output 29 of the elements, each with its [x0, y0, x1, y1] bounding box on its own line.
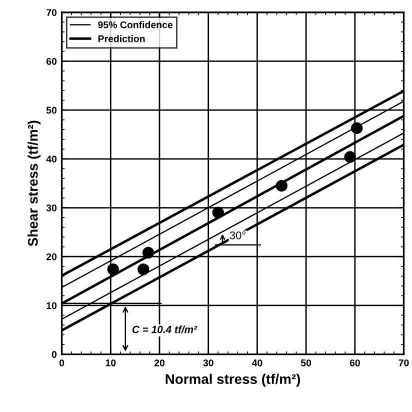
- annotation: 30°: [230, 231, 246, 240]
- x-tick-label: 40: [252, 359, 262, 366]
- point: [138, 263, 150, 276]
- annotation: C = 10.4 tf/m²: [132, 326, 198, 334]
- y-axis-title: Shear stress (tf/m²): [28, 120, 41, 246]
- y-tick-label: 50: [46, 106, 57, 114]
- legend-label: Prediction: [98, 35, 145, 42]
- point: [142, 246, 154, 259]
- point: [212, 206, 224, 218]
- y-tick-label: 30: [46, 204, 57, 212]
- x-tick-label: 50: [300, 359, 312, 366]
- x-axis-title: Normal stress (tf/m²): [166, 374, 300, 387]
- y-tick-label: 70: [46, 9, 57, 16]
- y-tick-label: 40: [46, 156, 57, 163]
- x-tick-label: 0: [59, 359, 64, 366]
- point: [276, 180, 288, 192]
- x-tick-label: 60: [350, 359, 360, 366]
- y-tick-label: 0: [52, 351, 57, 358]
- point: [344, 151, 356, 163]
- point: [351, 122, 363, 134]
- y-tick-label: 60: [46, 58, 57, 65]
- x-tick-label: 70: [398, 359, 409, 366]
- legend-label: 95% Confidence: [98, 21, 173, 28]
- x-tick-label: 10: [106, 359, 116, 366]
- point: [107, 263, 119, 276]
- y-tick-label: 20: [46, 253, 57, 260]
- x-tick-label: 20: [154, 359, 165, 366]
- y-tick-label: 10: [46, 302, 57, 310]
- x-tick-label: 30: [203, 359, 214, 366]
